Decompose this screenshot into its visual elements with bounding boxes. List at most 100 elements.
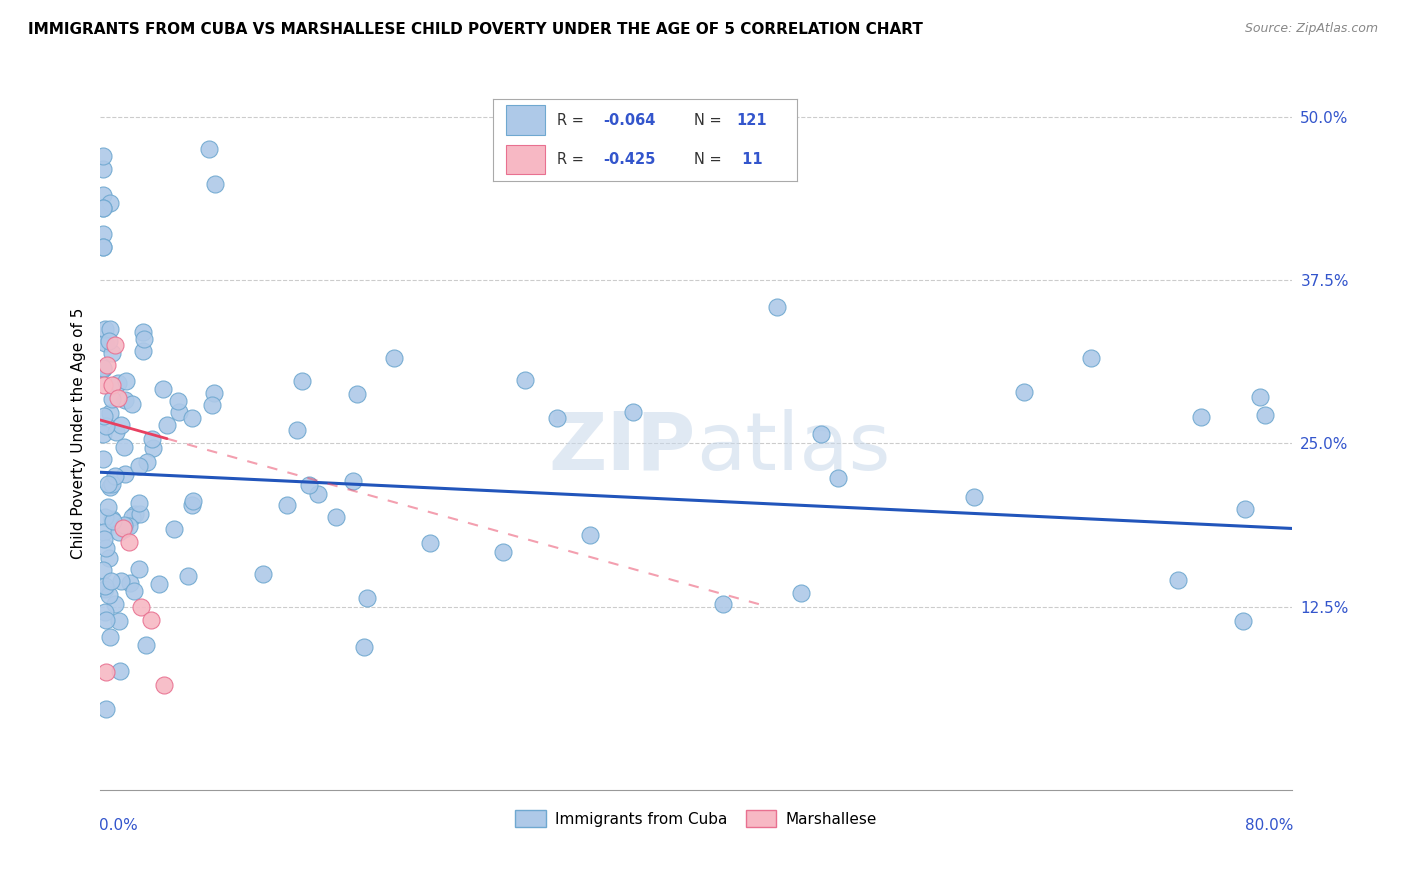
Point	[91, 564, 114, 578]
Point	[124, 584, 146, 599]
Point	[810, 426, 832, 441]
Point	[579, 528, 602, 542]
Point	[98, 480, 121, 494]
Point	[107, 376, 129, 390]
Point	[91, 452, 114, 467]
Point	[142, 441, 165, 455]
Point	[114, 374, 136, 388]
Point	[118, 534, 141, 549]
Point	[104, 469, 127, 483]
Point	[156, 417, 179, 432]
Text: 0.0%: 0.0%	[98, 819, 138, 833]
Point	[100, 345, 122, 359]
Point	[104, 338, 127, 352]
Point	[204, 178, 226, 192]
Point	[98, 322, 121, 336]
Point	[97, 500, 120, 515]
Point	[112, 521, 135, 535]
Point	[419, 536, 441, 550]
Point	[110, 574, 132, 588]
Y-axis label: Child Poverty Under the Age of 5: Child Poverty Under the Age of 5	[72, 308, 86, 559]
Point	[353, 640, 375, 655]
Point	[711, 597, 734, 611]
Point	[1249, 390, 1271, 404]
Point	[132, 325, 155, 339]
Point	[91, 161, 114, 176]
Point	[117, 518, 139, 533]
Point	[167, 393, 190, 408]
Point	[93, 409, 115, 423]
Point	[93, 533, 115, 547]
Point	[298, 478, 321, 492]
Text: ZIP: ZIP	[548, 409, 696, 487]
Point	[252, 567, 274, 582]
Point	[93, 240, 115, 254]
Point	[120, 575, 142, 590]
Text: IMMIGRANTS FROM CUBA VS MARSHALLESE CHILD POVERTY UNDER THE AGE OF 5 CORRELATION: IMMIGRANTS FROM CUBA VS MARSHALLESE CHIL…	[28, 22, 922, 37]
Point	[121, 397, 143, 411]
Point	[97, 476, 120, 491]
Point	[1254, 408, 1277, 422]
Point	[167, 405, 190, 419]
Point	[91, 361, 114, 376]
Point	[101, 512, 124, 526]
Point	[91, 227, 114, 242]
Point	[94, 419, 117, 434]
Point	[148, 577, 170, 591]
Point	[963, 491, 986, 505]
Point	[201, 398, 224, 412]
Point	[108, 664, 131, 678]
Point	[97, 334, 120, 348]
Point	[177, 568, 200, 582]
Point	[124, 507, 146, 521]
Point	[285, 423, 308, 437]
Point	[1189, 409, 1212, 424]
Point	[94, 665, 117, 680]
Point	[91, 149, 114, 163]
Point	[91, 201, 114, 215]
Point	[1233, 502, 1256, 516]
Point	[181, 493, 204, 508]
Point	[93, 377, 115, 392]
Point	[546, 410, 568, 425]
Point	[342, 474, 364, 488]
Point	[198, 142, 221, 156]
Point	[356, 591, 378, 606]
Point	[382, 351, 405, 365]
Point	[765, 300, 787, 314]
Point	[202, 386, 225, 401]
Point	[105, 425, 128, 439]
Point	[108, 524, 131, 539]
Point	[128, 562, 150, 576]
Point	[135, 638, 157, 652]
Point	[101, 477, 124, 491]
Point	[128, 496, 150, 510]
Point	[180, 498, 202, 512]
Point	[91, 201, 114, 215]
Point	[180, 411, 202, 425]
Point	[1014, 384, 1036, 399]
Point	[325, 510, 347, 524]
Point	[100, 377, 122, 392]
Point	[112, 519, 135, 533]
Point	[131, 343, 153, 358]
Point	[98, 588, 121, 602]
Point	[114, 467, 136, 481]
Point	[98, 550, 121, 565]
Point	[91, 188, 114, 202]
Point	[107, 391, 129, 405]
Point	[93, 509, 115, 524]
Point	[114, 392, 136, 407]
Point	[94, 582, 117, 596]
Point	[291, 375, 314, 389]
Text: 80.0%: 80.0%	[1244, 819, 1294, 833]
Point	[93, 336, 115, 351]
Legend: Immigrants from Cuba, Marshallese: Immigrants from Cuba, Marshallese	[509, 804, 883, 834]
Point	[790, 586, 813, 600]
Point	[307, 487, 329, 501]
Point	[276, 498, 298, 512]
Point	[492, 545, 515, 559]
Point	[96, 358, 118, 372]
Point	[135, 455, 157, 469]
Point	[129, 599, 152, 614]
